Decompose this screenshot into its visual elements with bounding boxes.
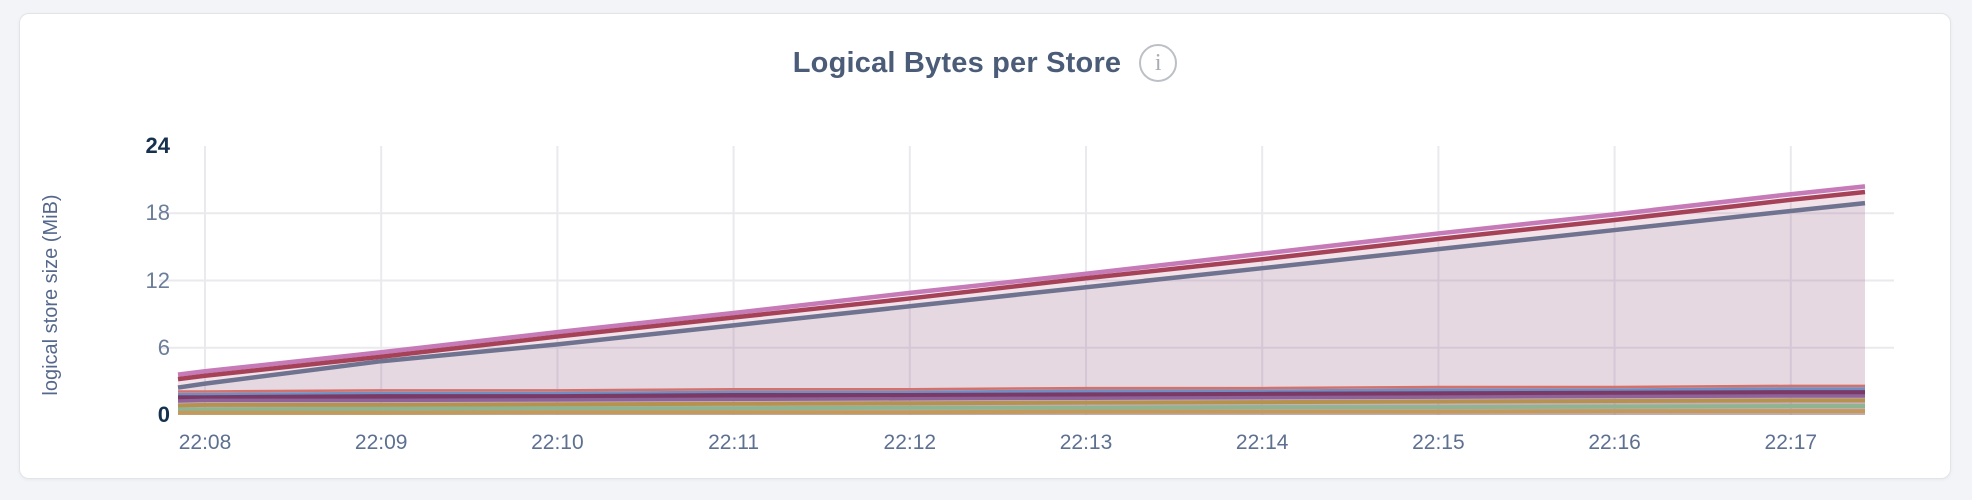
series-4-line	[178, 384, 1865, 393]
series-3-line	[177, 200, 1866, 390]
info-icon[interactable]: i	[1139, 44, 1178, 82]
x-tick-22:10: 22:10	[531, 431, 584, 454]
x-tick-22:09: 22:09	[354, 431, 408, 454]
series-9-line	[178, 404, 1865, 412]
x-tick-22:15: 22:15	[1412, 431, 1465, 454]
x-tick-22:11: 22:11	[708, 431, 760, 454]
y-tick-18: 18	[145, 200, 170, 226]
x-tick-22:13: 22:13	[1059, 431, 1113, 454]
series-6-line	[178, 390, 1865, 402]
series-1-line	[177, 184, 1866, 377]
chart-header: Logical Bytes per Store i	[20, 44, 1950, 82]
y-tick-12: 12	[145, 267, 170, 293]
x-tick-22:08: 22:08	[178, 431, 232, 454]
x-tick-22:14: 22:14	[1235, 431, 1289, 454]
series-7-line	[177, 394, 1865, 403]
series-5-line	[178, 387, 1865, 397]
x-tick-22:16: 22:16	[1588, 431, 1641, 454]
series-10-line	[178, 409, 1865, 415]
chart-card: Logical Bytes per Store i logical store …	[19, 13, 1951, 479]
series-3-area	[178, 203, 1865, 415]
series-2-line	[177, 189, 1866, 382]
series-1-area	[178, 186, 1865, 415]
series-8-line	[177, 398, 1865, 408]
chart-title: Logical Bytes per Store	[792, 46, 1122, 79]
y-tick-6: 6	[157, 334, 170, 360]
y-tick-0: 0	[157, 402, 170, 427]
x-tick-22:12: 22:12	[883, 431, 937, 454]
y-tick-24: 24	[145, 133, 170, 158]
x-tick-22:17: 22:17	[1764, 431, 1818, 454]
plot-area[interactable]	[20, 14, 1952, 480]
